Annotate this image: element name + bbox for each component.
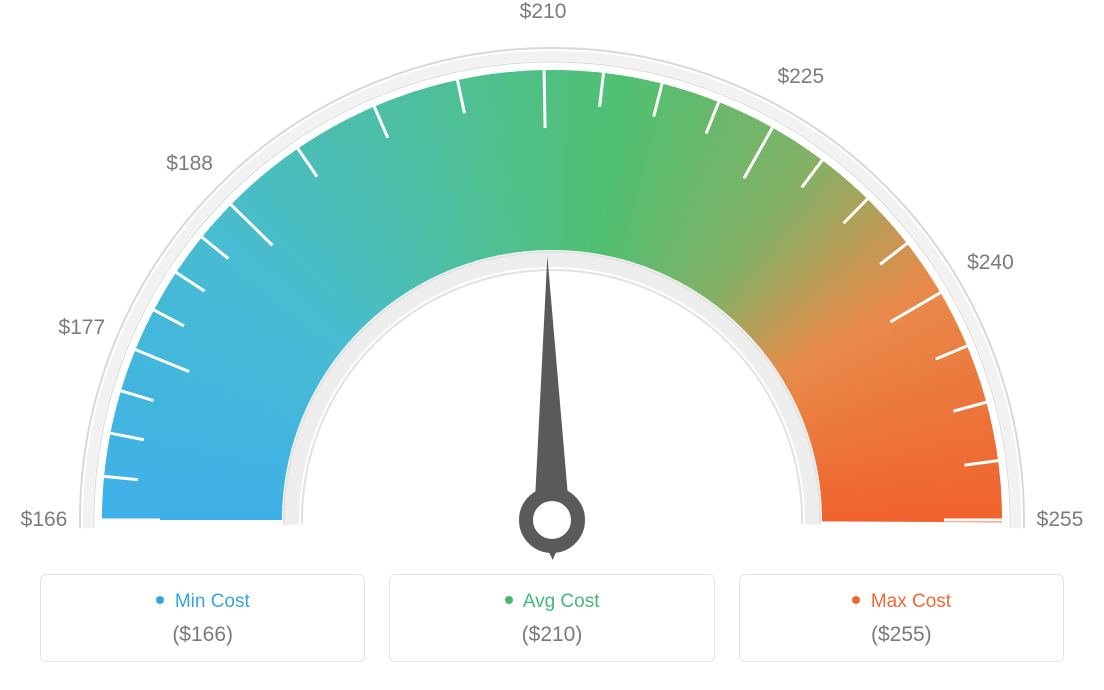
gauge-tick-label: $240 [967,251,1014,275]
gauge-tick-label: $177 [58,316,105,340]
gauge-tick-label: $255 [1037,508,1084,532]
dot-icon [156,596,164,604]
legend-value-max: ($255) [752,623,1051,647]
legend-card-min: Min Cost ($166) [40,574,365,662]
gauge-tick-label: $210 [520,0,567,24]
dot-icon [852,596,860,604]
legend-card-avg: Avg Cost ($210) [389,574,714,662]
legend-label: Max Cost [871,591,951,612]
chart-container: $166 $177 $188 $210 $225 $240 $255 Min Cost ($… [0,0,1104,690]
legend-title-avg: Avg Cost [402,591,701,613]
gauge-tick-label: $166 [21,508,68,532]
legend-label: Avg Cost [523,591,600,612]
gauge-tick-label: $188 [166,152,213,176]
legend-value-avg: ($210) [402,623,701,647]
legend-title-min: Min Cost [53,591,352,613]
legend-label: Min Cost [175,591,250,612]
dot-icon [505,596,513,604]
legend-value-min: ($166) [53,623,352,647]
legend-title-max: Max Cost [752,591,1051,613]
gauge-chart: $166 $177 $188 $210 $225 $240 $255 [0,0,1104,570]
legend-card-max: Max Cost ($255) [739,574,1064,662]
gauge-tick-label: $225 [777,65,824,89]
legend-row: Min Cost ($166) Avg Cost ($210) Max Cost… [40,574,1064,662]
